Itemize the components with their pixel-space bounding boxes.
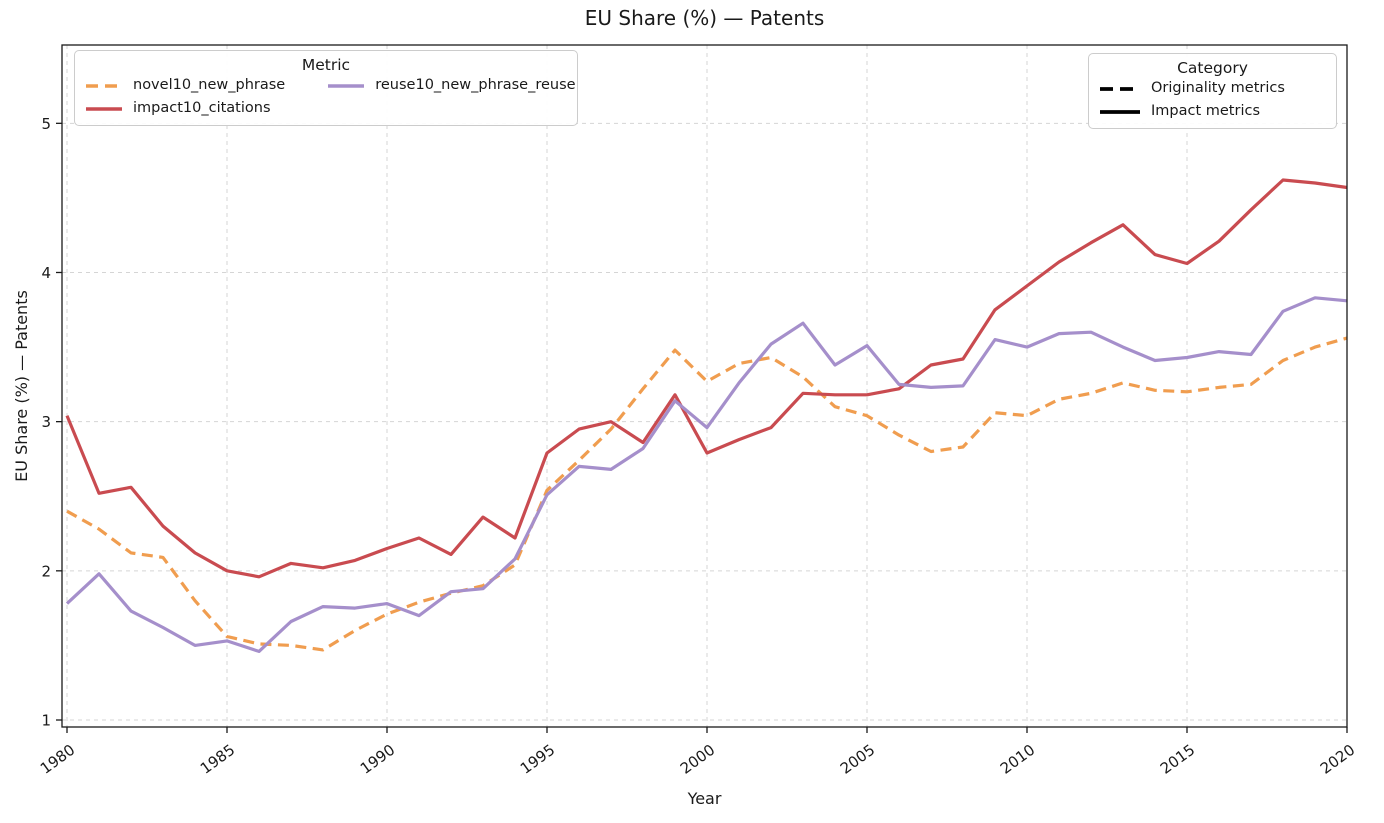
x-tick-label: 1990 [357, 741, 398, 778]
legend-metric-col1: novel10_new_phrase impact10_citations [85, 77, 285, 118]
series-line-impact10_citations [65, 178, 1348, 579]
ticks [56, 122, 1348, 733]
x-tick-label: 2010 [997, 741, 1038, 778]
legend-item-reuse10: reuse10_new_phrase_reuse [327, 77, 576, 94]
legend-item-impact: Impact metrics [1099, 103, 1326, 120]
y-tick-label: 4 [41, 264, 51, 282]
y-axis-label: EU Share (%) — Patents [12, 290, 31, 482]
legend-category-items: Originality metrics Impact metrics [1099, 80, 1326, 121]
grid [62, 45, 1348, 727]
x-tick-label: 1995 [517, 741, 558, 778]
y-tick-label: 1 [41, 712, 51, 730]
series-line-reuse10_new_phrase_reuse [65, 296, 1348, 654]
x-tick-label: 2015 [1157, 741, 1198, 778]
series-line-novel10_new_phrase [66, 336, 1348, 652]
x-tick-label: 1980 [37, 741, 78, 778]
x-tick-label: 2000 [677, 741, 718, 778]
legend-item-novel10: novel10_new_phrase [85, 77, 285, 94]
impact10-line-swatch-icon [86, 107, 122, 111]
y-tick-label: 5 [41, 115, 51, 133]
x-tick-label: 2020 [1317, 741, 1358, 778]
originality-dashed-swatch-icon [1100, 86, 1140, 91]
legend-item-label: Originality metrics [1151, 80, 1285, 96]
legend-item-label: reuse10_new_phrase_reuse [375, 77, 576, 93]
y-tick-label: 2 [41, 562, 51, 580]
plot-border [61, 44, 1348, 728]
x-tick-label: 1985 [197, 741, 238, 778]
x-axis-label: Year [687, 789, 722, 808]
legend-item-impact10: impact10_citations [85, 100, 285, 117]
novel10-line-swatch-icon [86, 83, 122, 88]
legend-category: Category Originality metrics Impact metr… [1088, 53, 1337, 129]
legend-category-title: Category [1177, 59, 1248, 77]
legend-item-label: impact10_citations [133, 100, 271, 117]
reuse10-line-swatch-icon [328, 83, 365, 88]
legend-metric: Metric novel10_new_phrase impact10_citat… [74, 50, 578, 126]
legend-metric-title: Metric [301, 56, 351, 74]
impact-solid-swatch-icon [1100, 110, 1140, 114]
x-tick-label: 2005 [837, 741, 878, 778]
legend-item-label: Impact metrics [1151, 103, 1261, 120]
legend-item-originality: Originality metrics [1099, 80, 1326, 97]
legend-item-label: novel10_new_phrase [133, 77, 286, 93]
chart-title: EU Share (%) — Patents [584, 6, 825, 30]
y-tick-label: 3 [41, 413, 51, 431]
tick-labels: 1980 1985 1990 1995 2000 2005 2010 2015 2020 1 2 3 4… [37, 115, 1358, 778]
legend-metric-col2: reuse10_new_phrase_reuse [327, 77, 576, 118]
legend-metric-rows: novel10_new_phrase impact10_citations re… [85, 77, 576, 118]
